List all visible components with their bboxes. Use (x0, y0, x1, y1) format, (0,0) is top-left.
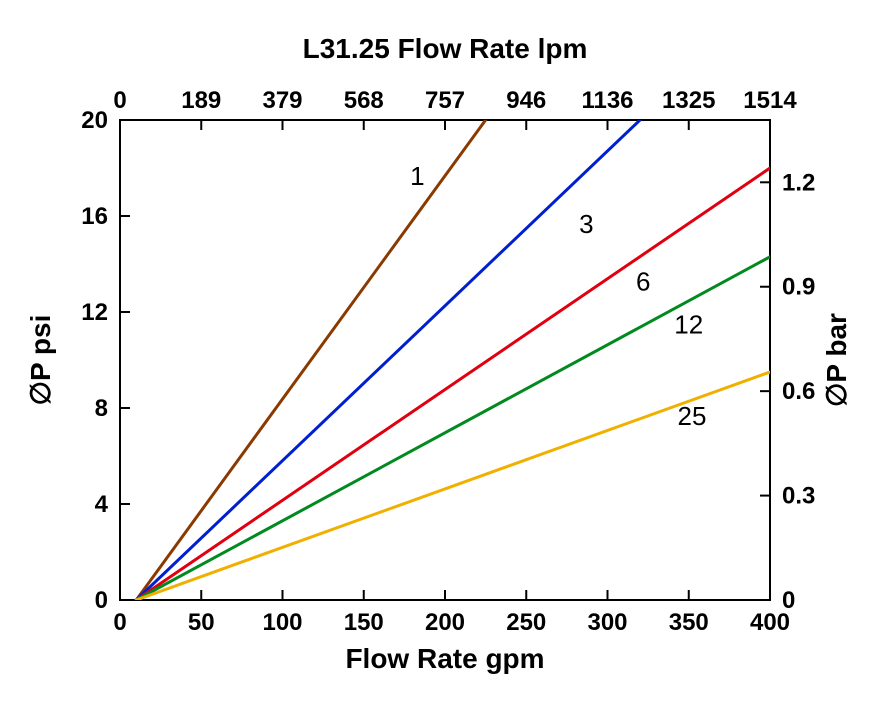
x-bottom-tick-label: 50 (188, 609, 215, 636)
y-left-tick-label: 0 (95, 587, 108, 614)
flow-rate-chart: L31.25 Flow Rate lpm05010015020025030035… (0, 0, 886, 702)
x-top-tick-label: 1136 (581, 87, 633, 114)
y-right-tick-label: 0.9 (782, 274, 815, 301)
y-left-tick-label: 20 (81, 107, 108, 134)
plot-border (120, 120, 770, 600)
x-top-tick-label: 757 (425, 87, 465, 114)
y-right-tick-label: 1.2 (782, 169, 815, 196)
series-line-1 (136, 120, 485, 600)
x-bottom-tick-label: 150 (344, 609, 384, 636)
series-label-3: 3 (579, 209, 593, 239)
y-left-tick-label: 12 (81, 299, 108, 326)
series-label-12: 12 (674, 310, 703, 340)
x-bottom-axis-label: Flow Rate gpm (345, 643, 544, 674)
y-right-tick-label: 0.3 (782, 483, 815, 510)
x-bottom-tick-label: 300 (587, 609, 627, 636)
x-bottom-tick-label: 100 (262, 609, 302, 636)
series-group (136, 120, 770, 600)
series-line-25 (136, 372, 770, 600)
series-label-25: 25 (678, 401, 707, 431)
chart-title-top: L31.25 Flow Rate lpm (303, 33, 588, 64)
y-left-tick-label: 4 (95, 491, 109, 518)
y-right-axis-label: ∅P bar (821, 313, 852, 407)
x-top-tick-label: 568 (344, 87, 384, 114)
series-label-1: 1 (410, 161, 424, 191)
y-right-tick-label: 0.6 (782, 378, 815, 405)
x-top-tick-label: 189 (181, 87, 221, 114)
y-right-tick-label: 0 (782, 587, 795, 614)
x-top-tick-label: 0 (113, 87, 126, 114)
chart-container: L31.25 Flow Rate lpm05010015020025030035… (0, 0, 886, 702)
series-line-3 (136, 120, 640, 600)
x-top-tick-label: 1514 (743, 87, 797, 114)
series-line-12 (136, 257, 770, 600)
x-top-tick-label: 379 (262, 87, 302, 114)
x-bottom-tick-label: 0 (113, 609, 126, 636)
series-line-6 (136, 168, 770, 600)
x-bottom-tick-label: 250 (506, 609, 546, 636)
x-top-tick-label: 1325 (662, 87, 715, 114)
series-label-6: 6 (636, 266, 650, 296)
x-bottom-tick-label: 350 (669, 609, 709, 636)
y-left-tick-label: 16 (81, 203, 108, 230)
x-bottom-tick-label: 200 (425, 609, 465, 636)
x-top-tick-label: 946 (506, 87, 546, 114)
y-left-axis-label: ∅P psi (25, 315, 56, 406)
y-left-tick-label: 8 (95, 395, 108, 422)
